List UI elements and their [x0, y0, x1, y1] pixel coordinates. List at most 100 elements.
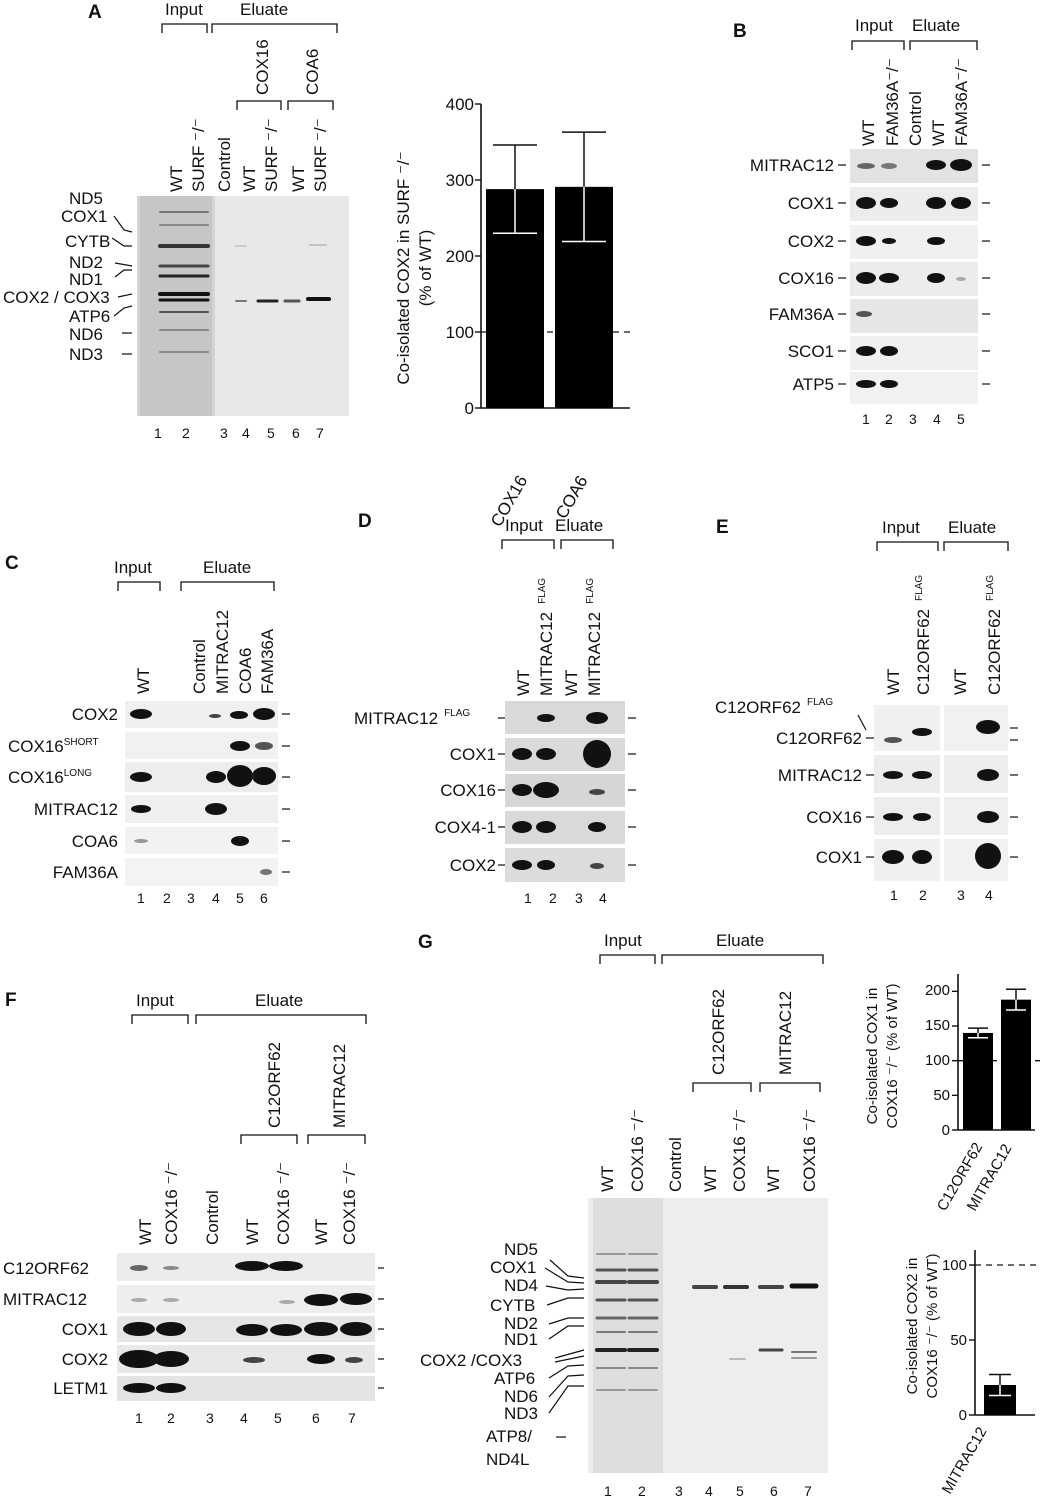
panel-c-col-2: Control [190, 639, 209, 694]
panel-d-blot [498, 701, 636, 882]
panel-a-chart-tick-300: 300 [446, 171, 474, 190]
panel-a-sub-cox16: COX16 [253, 39, 272, 95]
panel-g-band-atp6: ATP6 [494, 1369, 535, 1388]
panel-d-col-4: MITRAC12 FLAG [585, 578, 604, 696]
panel-b-col-5: FAM36A⁻/⁻ [952, 58, 971, 146]
panel-c-lane-6: 6 [260, 890, 268, 906]
panel-g-chart2-ylabel-2: COX16 ⁻/⁻ (% of WT) [924, 1253, 941, 1398]
panel-a: A Input Eluate COX16 COA6 WT SURF ⁻/⁻ Co… [3, 0, 630, 530]
panel-f-row-letm1: LETM1 [53, 1379, 108, 1398]
panel-g-band-nd6: ND6 [504, 1387, 538, 1406]
panel-c-row-mitrac12: MITRAC12 [34, 800, 118, 819]
panel-d-letter: D [358, 511, 372, 532]
panel-f-col-7: COX16 ⁻/⁻ [340, 1162, 359, 1245]
panel-g-lane-2: 2 [638, 1483, 646, 1499]
panel-e-row-cox16: COX16 [806, 808, 862, 827]
panel-a-letter: A [88, 2, 102, 23]
panel-a-band-cox1: COX1 [61, 207, 107, 226]
panel-g-gel [588, 1198, 828, 1473]
panel-b-lane-4: 4 [933, 411, 941, 427]
panel-f-letter: F [5, 990, 17, 1011]
panel-f-col-4: WT [243, 1219, 262, 1245]
panel-d-col-3: WT [562, 670, 581, 696]
panel-f-col-1: WT [136, 1219, 155, 1245]
panel-a-col-5: SURF ⁻/⁻ [262, 118, 281, 192]
panel-a-chart-tick-100: 100 [446, 323, 474, 342]
panel-c-lane-3: 3 [187, 890, 195, 906]
panel-f-col-2: COX16 ⁻/⁻ [162, 1162, 181, 1245]
panel-d-col-4-label: MITRAC12 [585, 612, 604, 696]
panel-d-col-2-sup: FLAG [537, 578, 548, 604]
panel-e-col-4-sup: FLAG [985, 575, 996, 601]
panel-e-row-c12orf62-flag-label: C12ORF62 [715, 698, 801, 717]
panel-a-lane-6: 6 [292, 425, 300, 441]
panel-g-col-2: COX16 ⁻/⁻ [628, 1109, 647, 1192]
panel-c-row-fam36a: FAM36A [53, 863, 119, 882]
panel-a-band-nd3: ND3 [69, 345, 103, 364]
panel-g-band-cytb: CYTB [490, 1296, 535, 1315]
panel-g-chart2: Co-isolated COX2 in COX16 ⁻/⁻ (% of WT) … [904, 1250, 1040, 1497]
panel-c-row-cox16-long-label: COX16 [8, 768, 64, 787]
panel-a-lane-2: 2 [182, 425, 190, 441]
panel-d: D Input Eluate WT MITRAC12 FLAG WT MITRAC… [354, 511, 636, 906]
panel-e-row-cox1: COX1 [816, 848, 862, 867]
panel-b-row-cox1: COX1 [788, 194, 834, 213]
panel-f-sub-mitrac12: MITRAC12 [330, 1044, 349, 1128]
panel-b-col-2: FAM36A⁻/⁻ [883, 58, 902, 146]
panel-e-lane-4: 4 [985, 887, 993, 903]
panel-d-row-cox1: COX1 [450, 745, 496, 764]
panel-e-col-2-label: C12ORF62 [914, 609, 933, 695]
panel-c-lane-1: 1 [137, 890, 145, 906]
panel-g-chart1-bar-1 [1001, 999, 1031, 1130]
panel-b-lane-3: 3 [909, 411, 917, 427]
panel-a-input-label: Input [165, 0, 203, 19]
panel-f-lane-1: 1 [135, 1410, 143, 1426]
panel-f-row-cox1: COX1 [62, 1320, 108, 1339]
panel-e-col-1: WT [884, 669, 903, 695]
panel-c-col-1: WT [134, 668, 153, 694]
panel-g-chart1-tick-200: 200 [925, 982, 950, 999]
panel-g-band-nd4: ND4 [504, 1276, 538, 1295]
panel-g-lane-6: 6 [770, 1483, 778, 1499]
panel-f-lane-4: 4 [240, 1410, 248, 1426]
panel-a-chart-tick-200: 200 [446, 247, 474, 266]
panel-f-lane-5: 5 [274, 1410, 282, 1426]
panel-d-col-2: MITRAC12 FLAG [537, 578, 556, 696]
panel-b-row-atp5: ATP5 [793, 375, 834, 394]
panel-c-row-cox16-long-sup: LONG [64, 768, 93, 779]
panel-a-chart: Co-isolated COX2 in SURF ⁻/⁻ (% of WT) 0… [394, 95, 630, 530]
panel-c-lane-2: 2 [163, 890, 171, 906]
panel-a-chart-ylabel-2: (% of WT) [416, 230, 435, 307]
panel-g-lane-1: 1 [604, 1483, 612, 1499]
panel-d-row-mitrac12-sup: FLAG [444, 708, 470, 719]
panel-g-chart2-ylabel-1: Co-isolated COX2 in [904, 1258, 921, 1395]
panel-e-eluate-label: Eluate [948, 518, 996, 537]
panel-g-chart1-tick-0: 0 [942, 1122, 950, 1139]
panel-c-row-cox16-short-sup: SHORT [64, 737, 99, 748]
panel-d-col-4-sup: FLAG [585, 578, 596, 604]
panel-d-lane-4: 4 [599, 890, 607, 906]
panel-g-lane-3: 3 [675, 1483, 683, 1499]
panel-g-sub-mitrac12: MITRAC12 [776, 991, 795, 1075]
panel-a-chart-tick-0: 0 [465, 399, 474, 418]
panel-f-col-3: Control [203, 1190, 222, 1245]
panel-c-letter: C [5, 553, 19, 574]
panel-d-row-cox2: COX2 [450, 856, 496, 875]
panel-c-col-4: COA6 [236, 648, 255, 694]
panel-g-chart1-tick-100: 100 [925, 1052, 950, 1069]
panel-c-col-5: FAM36A [258, 628, 277, 694]
panel-f-eluate-label: Eluate [255, 991, 303, 1010]
panel-c-blot [125, 701, 290, 886]
panel-b: B Input Eluate WT FAM36A⁻/⁻ Control WT F… [733, 16, 990, 427]
panel-g-lane-5: 5 [736, 1483, 744, 1499]
panel-g-band-cox1: COX1 [490, 1258, 536, 1277]
panel-c-lane-4: 4 [212, 890, 220, 906]
panel-a-col-7: SURF ⁻/⁻ [311, 118, 330, 192]
panel-g-chart1-ylabel-2: COX16 ⁻/⁻ (% of WT) [884, 983, 901, 1128]
panel-g-input-label: Input [604, 931, 642, 950]
panel-g-chart1: Co-isolated COX1 in COX16 ⁻/⁻ (% of WT) … [864, 974, 1040, 1214]
panel-g-chart1-tick-50: 50 [933, 1087, 950, 1104]
panel-b-lane-2: 2 [885, 411, 893, 427]
panel-d-row-cox16: COX16 [440, 781, 496, 800]
